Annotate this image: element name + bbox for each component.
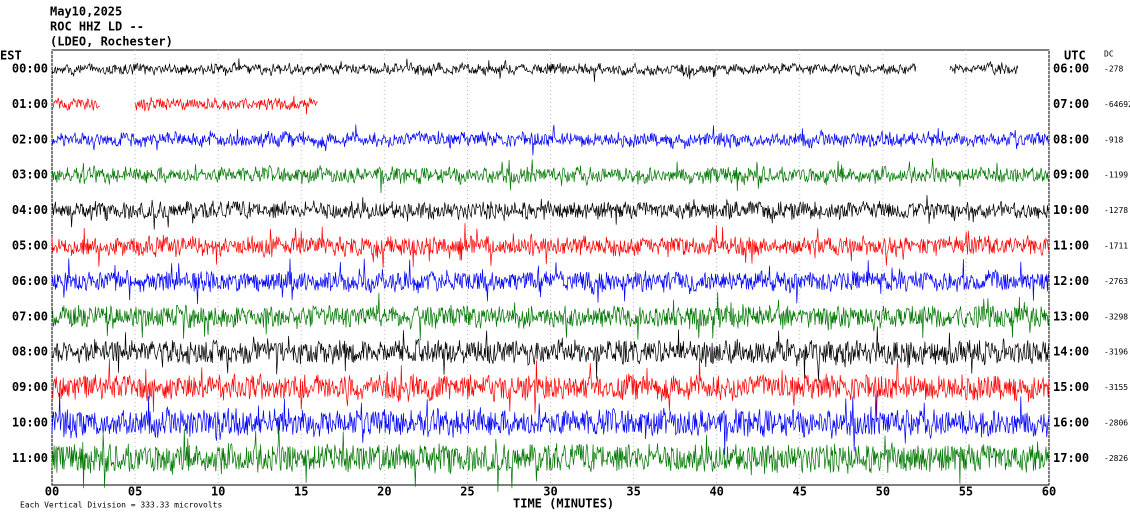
trace bbox=[51, 223, 1050, 268]
trace bbox=[51, 426, 1050, 492]
x-tick-label: 20 bbox=[377, 485, 391, 499]
station: ROC HHZ LD -- bbox=[50, 20, 144, 34]
x-tick-label: 05 bbox=[128, 485, 142, 499]
trace bbox=[51, 292, 1050, 341]
dc-value: -2806 bbox=[1104, 419, 1128, 428]
x-tick-label: 10 bbox=[211, 485, 225, 499]
est-tick-label: 01:00 bbox=[12, 97, 48, 111]
dc-value: -3196 bbox=[1104, 348, 1128, 357]
trace bbox=[51, 326, 1050, 381]
dc-value: -278 bbox=[1104, 65, 1123, 74]
est-tick-label: 08:00 bbox=[12, 345, 48, 359]
plot-frame bbox=[51, 49, 1050, 486]
x-axis-label: TIME (MINUTES) bbox=[513, 497, 614, 511]
dc-value: -2763 bbox=[1104, 277, 1128, 286]
utc-tick-label: 17:00 bbox=[1053, 451, 1089, 465]
est-label: EST bbox=[0, 49, 22, 63]
dc-value: -3298 bbox=[1104, 312, 1128, 321]
utc-tick-label: 06:00 bbox=[1053, 62, 1089, 76]
x-tick-label: 45 bbox=[793, 485, 807, 499]
trace bbox=[51, 58, 917, 82]
trace bbox=[51, 97, 100, 111]
dc-value: -3155 bbox=[1104, 383, 1128, 392]
trace bbox=[51, 195, 1050, 230]
trace bbox=[51, 124, 1050, 156]
date: May10,2025 bbox=[50, 5, 122, 19]
utc-tick-label: 10:00 bbox=[1053, 203, 1089, 217]
est-tick-label: 02:00 bbox=[12, 132, 48, 146]
dc-value: -646925 bbox=[1104, 100, 1130, 109]
est-tick-label: 10:00 bbox=[12, 416, 48, 430]
utc-label: UTC bbox=[1064, 49, 1086, 63]
x-tick-label: 25 bbox=[460, 485, 474, 499]
utc-tick-label: 15:00 bbox=[1053, 380, 1089, 394]
utc-tick-label: 08:00 bbox=[1053, 132, 1089, 146]
x-tick-label: 35 bbox=[626, 485, 640, 499]
trace bbox=[134, 95, 318, 115]
dc-value: -1711 bbox=[1104, 242, 1128, 251]
x-tick-label: 55 bbox=[959, 485, 973, 499]
dc-value: -1199 bbox=[1104, 171, 1128, 180]
trace bbox=[51, 357, 1050, 417]
dc-value: -918 bbox=[1104, 135, 1123, 144]
dc-label: DC bbox=[1104, 50, 1114, 59]
est-tick-label: 07:00 bbox=[12, 309, 48, 323]
scale-note: Each Vertical Division = 333.33 microvol… bbox=[20, 501, 222, 510]
est-tick-label: 04:00 bbox=[12, 203, 48, 217]
trace bbox=[51, 258, 1050, 305]
trace bbox=[949, 60, 1019, 76]
trace bbox=[51, 392, 1050, 455]
est-tick-label: 05:00 bbox=[12, 239, 48, 253]
x-tick-label: 30 bbox=[543, 485, 557, 499]
utc-tick-label: 14:00 bbox=[1053, 345, 1089, 359]
utc-tick-label: 07:00 bbox=[1053, 97, 1089, 111]
utc-tick-label: 16:00 bbox=[1053, 416, 1089, 430]
utc-tick-label: 12:00 bbox=[1053, 274, 1089, 288]
est-tick-label: 09:00 bbox=[12, 380, 48, 394]
est-tick-label: 00:00 bbox=[12, 62, 48, 76]
utc-tick-label: 11:00 bbox=[1053, 239, 1089, 253]
dc-value: -2826 bbox=[1104, 454, 1128, 463]
utc-tick-label: 09:00 bbox=[1053, 168, 1089, 182]
utc-tick-label: 13:00 bbox=[1053, 309, 1089, 323]
x-tick-label: 15 bbox=[294, 485, 308, 499]
est-tick-label: 06:00 bbox=[12, 274, 48, 288]
dc-value: -1278 bbox=[1104, 206, 1128, 215]
x-tick-label: 40 bbox=[709, 485, 723, 499]
x-tick-label: 60 bbox=[1042, 485, 1056, 499]
trace bbox=[51, 157, 1050, 194]
est-tick-label: 11:00 bbox=[12, 451, 48, 465]
x-tick-label: 00 bbox=[45, 485, 59, 499]
est-tick-label: 03:00 bbox=[12, 168, 48, 182]
network: (LDEO, Rochester) bbox=[50, 35, 173, 49]
x-tick-label: 50 bbox=[876, 485, 890, 499]
